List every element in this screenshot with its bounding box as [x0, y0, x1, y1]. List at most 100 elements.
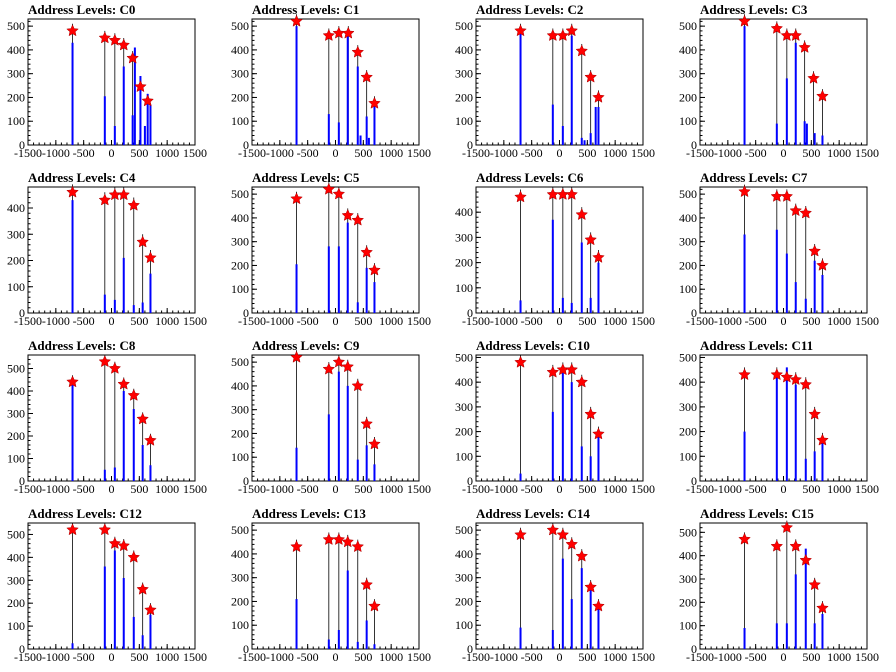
y-tick-label: 300: [7, 407, 25, 421]
x-tick-label: -1500: [462, 146, 490, 160]
peak-marker: [565, 24, 579, 37]
x-tick-label: -1500: [14, 314, 42, 328]
chart-svg: Address Levels: C90100200300400500-1500-…: [231, 338, 431, 496]
peak-marker: [66, 523, 79, 536]
y-tick-label: 200: [455, 256, 473, 270]
peak-marker: [799, 378, 813, 391]
y-tick-label: 0: [691, 474, 697, 488]
plot-frame: [251, 186, 420, 314]
chart-panel: Address Levels: C3 0 100 200 300 400 500 -1500-…: [672, 0, 896, 168]
x-tick-label: 1000: [155, 146, 179, 160]
peak-marker: [816, 601, 829, 614]
y-tick-label: 100: [231, 618, 249, 632]
x-tick-label: 0: [109, 482, 115, 496]
y-tick-label: 200: [7, 429, 25, 443]
peak-marker: [342, 26, 355, 39]
peak-marker: [816, 258, 829, 271]
x-tick-label: 0: [781, 650, 787, 664]
x-tick-label: 1500: [183, 314, 207, 328]
peak-marker: [66, 375, 79, 388]
x-tick-label: 0: [781, 146, 787, 160]
peak-marker: [575, 375, 589, 388]
x-tick-label: -1000: [490, 482, 518, 496]
x-tick-label: 500: [802, 314, 820, 328]
y-tick-label: 400: [231, 211, 249, 225]
x-tick-label: -500: [297, 650, 319, 664]
x-tick-label: 1500: [855, 650, 879, 664]
peak-marker: [789, 539, 803, 552]
x-tick-label: -500: [521, 146, 543, 160]
peak-marker: [127, 550, 141, 563]
x-tick-label: 1000: [603, 314, 627, 328]
x-tick-label: -500: [297, 482, 319, 496]
y-tick-label: 300: [455, 400, 473, 414]
x-tick-label: -1000: [42, 314, 70, 328]
peak-marker: [799, 206, 813, 219]
plot-frame: [475, 18, 644, 146]
x-tick-label: -1000: [490, 146, 518, 160]
chart-svg: Address Levels: C6 0 100 200 300 400 -1500 -100…: [455, 170, 655, 328]
x-tick-label: -1500: [238, 146, 266, 160]
y-tick-label: 200: [231, 426, 249, 440]
peak-marker: [108, 361, 122, 374]
peak-marker: [738, 532, 751, 545]
y-tick-label: 100: [7, 452, 25, 466]
y-tick-label: 400: [231, 379, 249, 393]
y-tick-label: 500: [231, 19, 249, 33]
x-tick-label: 1000: [155, 314, 179, 328]
plot-frame: [27, 186, 196, 314]
peak-marker: [770, 21, 784, 34]
y-tick-label: 200: [455, 425, 473, 439]
peak-marker: [368, 263, 381, 276]
x-tick-label: -1500: [14, 146, 42, 160]
y-tick-label: 400: [7, 384, 25, 398]
chart-panel: Address Levels: C10 0 100 200 300 400 500 -1500…: [448, 336, 672, 504]
x-tick-label: 1500: [631, 482, 655, 496]
y-tick-label: 100: [679, 114, 697, 128]
x-tick-label: -1000: [714, 314, 742, 328]
y-tick-label: 200: [7, 90, 25, 104]
peak-marker: [136, 582, 149, 595]
x-tick-label: -500: [73, 314, 95, 328]
y-tick-label: 0: [19, 138, 25, 152]
y-tick-label: 400: [679, 43, 697, 57]
peak-marker: [360, 578, 373, 591]
chart-title: Address Levels: C3: [700, 2, 808, 17]
peak-marker: [98, 355, 112, 368]
peak-marker: [136, 235, 149, 248]
peak-marker: [780, 370, 794, 383]
peak-marker: [738, 368, 751, 381]
peak-marker: [584, 580, 597, 593]
peak-marker: [117, 38, 131, 51]
peak-marker: [117, 377, 131, 390]
chart-title: Address Levels: C9: [252, 338, 360, 353]
x-tick-label: 500: [802, 650, 820, 664]
y-tick-label: 400: [455, 205, 473, 219]
x-tick-label: 1000: [827, 146, 851, 160]
plot-frame: [27, 354, 196, 482]
peak-marker: [592, 599, 605, 612]
y-tick-label: 500: [679, 525, 697, 539]
x-tick-label: -500: [73, 146, 95, 160]
y-tick-label: 300: [455, 230, 473, 244]
y-tick-label: 100: [679, 449, 697, 463]
chart-panel: Address Levels: C14 0 100 200 300 400 500 -1500…: [448, 504, 672, 672]
peak-marker: [360, 70, 373, 83]
peak-marker: [127, 198, 141, 211]
y-tick-label: 400: [455, 547, 473, 561]
x-tick-label: -1000: [714, 146, 742, 160]
y-tick-label: 0: [467, 474, 473, 488]
chart-svg: Address Levels: C70100200300400500-1500-…: [679, 170, 879, 328]
peak-marker: [144, 433, 157, 446]
y-tick-label: 400: [455, 43, 473, 57]
peak-marker: [332, 355, 346, 368]
chart-svg: Address Levels: C15 0 100 200 300 400 500 -1500…: [679, 506, 879, 664]
y-tick-label: 400: [231, 43, 249, 57]
x-tick-label: -1500: [686, 650, 714, 664]
y-tick-label: 300: [679, 235, 697, 249]
peak-marker: [575, 44, 589, 57]
y-tick-label: 0: [467, 138, 473, 152]
y-tick-label: 400: [7, 550, 25, 564]
peak-marker: [368, 599, 381, 612]
